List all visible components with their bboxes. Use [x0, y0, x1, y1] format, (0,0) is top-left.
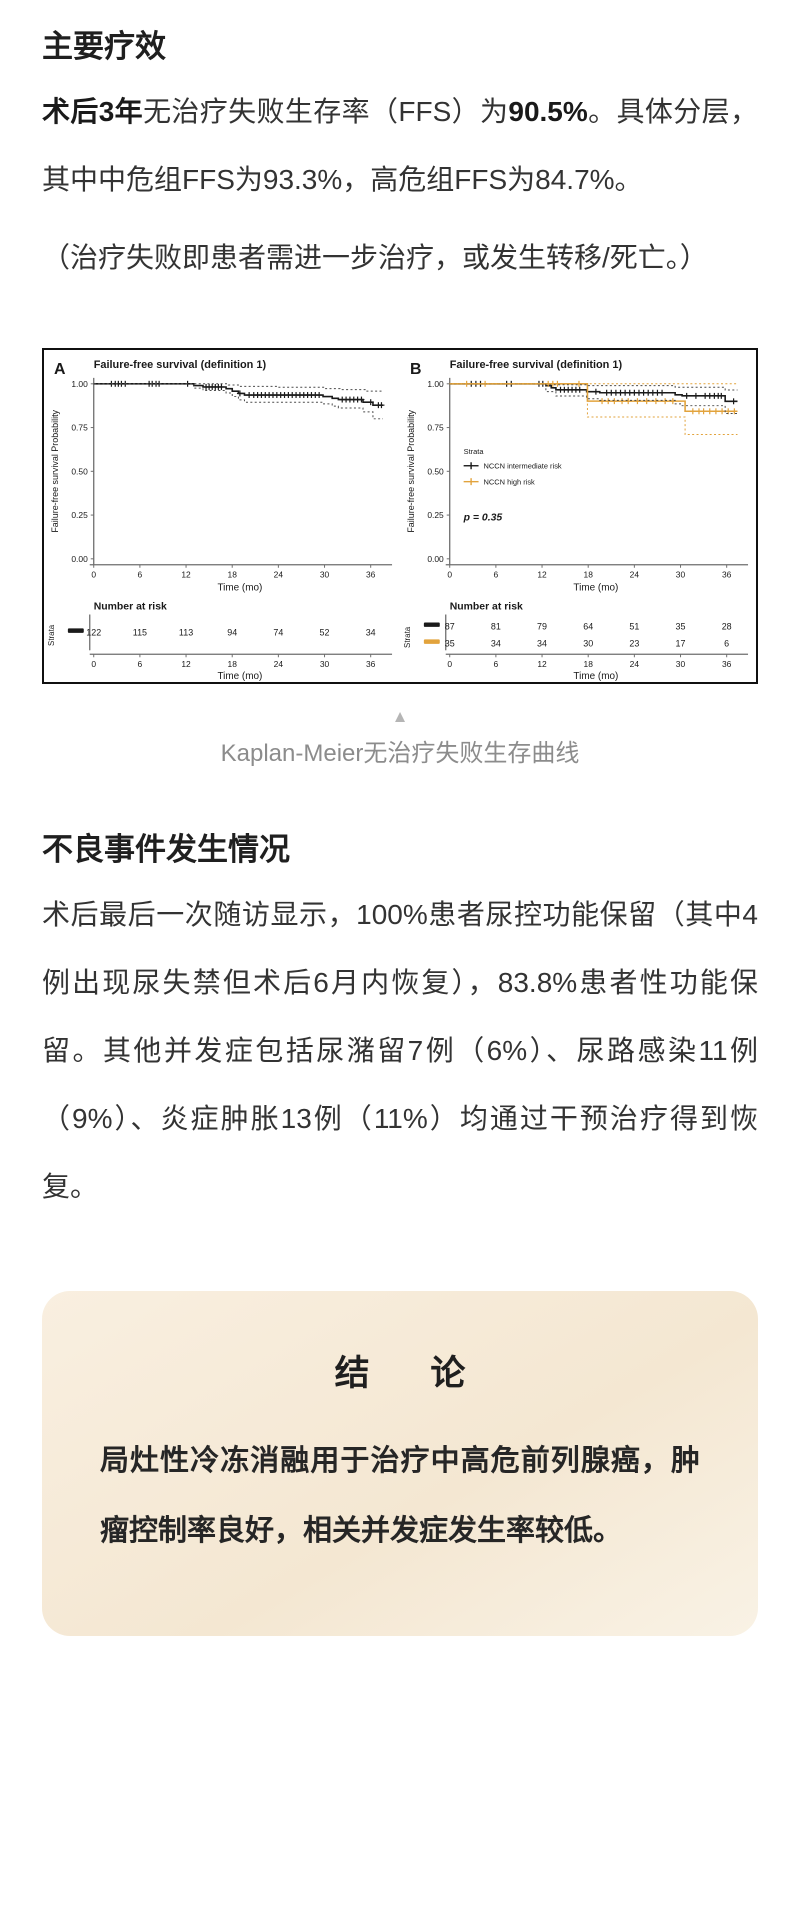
svg-text:6: 6: [494, 659, 499, 669]
svg-text:87: 87: [445, 621, 455, 631]
section-heading-efficacy: 主要疗效: [42, 29, 166, 64]
svg-text:Time (mo): Time (mo): [217, 671, 262, 682]
svg-text:34: 34: [491, 638, 501, 648]
svg-text:0.50: 0.50: [71, 466, 88, 476]
svg-text:NCCN high risk: NCCN high risk: [484, 477, 536, 486]
svg-text:24: 24: [274, 659, 284, 669]
conclusion-card: 结 论 局灶性冷冻消融用于治疗中高危前列腺癌，肿瘤控制率良好，相关并发症发生率较…: [42, 1290, 758, 1636]
svg-text:81: 81: [491, 621, 501, 631]
svg-text:Time (mo): Time (mo): [217, 582, 262, 593]
svg-text:34: 34: [366, 627, 376, 637]
svg-text:18: 18: [228, 570, 238, 580]
svg-text:18: 18: [584, 570, 594, 580]
svg-text:115: 115: [133, 627, 147, 637]
svg-text:6: 6: [138, 659, 143, 669]
svg-text:36: 36: [366, 570, 376, 580]
svg-text:94: 94: [227, 627, 237, 637]
svg-text:36: 36: [722, 659, 732, 669]
svg-text:Number at risk: Number at risk: [450, 601, 523, 612]
svg-text:113: 113: [179, 627, 193, 637]
svg-text:34: 34: [537, 638, 547, 648]
svg-text:6: 6: [724, 638, 729, 648]
svg-text:Strata: Strata: [403, 626, 412, 648]
svg-text:24: 24: [630, 570, 640, 580]
article-content: 主要疗效 术后3年无治疗失败生存率（FFS）为90.5%。具体分层，其中中危组F…: [42, 29, 758, 1636]
svg-text:35: 35: [676, 621, 686, 631]
svg-text:12: 12: [181, 570, 191, 580]
svg-text:30: 30: [320, 659, 330, 669]
svg-text:1.00: 1.00: [71, 379, 88, 389]
svg-text:0.50: 0.50: [427, 466, 444, 476]
svg-text:0.75: 0.75: [71, 422, 88, 432]
svg-text:30: 30: [583, 638, 593, 648]
svg-text:6: 6: [494, 570, 499, 580]
svg-text:0.25: 0.25: [427, 510, 444, 520]
svg-text:35: 35: [445, 638, 455, 648]
svg-text:36: 36: [366, 659, 376, 669]
efficacy-bold-ffs-rate: 90.5%: [508, 95, 588, 127]
adverse-paragraph: 术后最后一次随访显示，100%患者尿控功能保留（其中4例出现尿失禁但术后6月内恢…: [42, 898, 758, 1202]
km-figure-svg: A Failure-free survival (definition 1) Fai…: [47, 359, 749, 682]
svg-text:74: 74: [273, 627, 283, 637]
svg-text:79: 79: [537, 621, 547, 631]
svg-text:23: 23: [629, 638, 639, 648]
svg-text:122: 122: [86, 627, 101, 637]
svg-text:28: 28: [722, 621, 732, 631]
svg-text:18: 18: [584, 659, 594, 669]
svg-text:Failure-free survival Probabil: Failure-free survival Probability: [50, 409, 60, 532]
svg-text:24: 24: [274, 570, 284, 580]
conclusion-title: 结 论: [334, 1353, 492, 1393]
svg-text:12: 12: [537, 570, 547, 580]
svg-text:Time (mo): Time (mo): [573, 582, 618, 593]
svg-text:Failure-free survival Probabil: Failure-free survival Probability: [406, 409, 416, 532]
svg-text:A: A: [54, 361, 66, 378]
svg-text:0.00: 0.00: [427, 554, 444, 564]
figure-caption-block: ▲ Kaplan-Meier无治疗失败生存曲线: [42, 708, 758, 769]
section-heading-adverse: 不良事件发生情况: [42, 831, 290, 867]
svg-text:30: 30: [320, 570, 330, 580]
caption-expand-icon: ▲: [391, 706, 409, 726]
svg-text:p = 0.35: p = 0.35: [463, 512, 503, 523]
figure-caption: Kaplan-Meier无治疗失败生存曲线: [220, 739, 580, 767]
svg-text:6: 6: [138, 570, 143, 580]
svg-text:12: 12: [537, 659, 547, 669]
svg-text:30: 30: [676, 570, 686, 580]
svg-text:18: 18: [228, 659, 238, 669]
svg-text:36: 36: [722, 570, 732, 580]
svg-text:0: 0: [91, 659, 96, 669]
efficacy-text-1: 无治疗失败生存率（FFS）为: [143, 95, 509, 127]
svg-text:0: 0: [447, 659, 452, 669]
efficacy-bold-followup: 术后3年: [42, 95, 144, 127]
svg-text:Strata: Strata: [464, 447, 485, 456]
svg-text:Number at risk: Number at risk: [94, 601, 167, 612]
svg-text:Failure-free survival (definit: Failure-free survival (definition 1): [450, 359, 623, 371]
svg-text:52: 52: [320, 627, 330, 637]
efficacy-paragraph-1: 术后3年无治疗失败生存率（FFS）为90.5%。具体分层，其中中危组FFS为93…: [42, 78, 758, 214]
conclusion-body: 局灶性冷冻消融用于治疗中高危前列腺癌，肿瘤控制率良好，相关并发症发生率较低。: [100, 1444, 700, 1547]
svg-text:Strata: Strata: [47, 624, 56, 646]
svg-text:0.25: 0.25: [71, 510, 88, 520]
svg-text:B: B: [410, 361, 422, 378]
svg-text:0.00: 0.00: [71, 554, 88, 564]
svg-text:0.75: 0.75: [427, 422, 444, 432]
svg-text:30: 30: [676, 659, 686, 669]
svg-text:0: 0: [447, 570, 452, 580]
svg-text:0: 0: [91, 570, 96, 580]
svg-text:NCCN intermediate risk: NCCN intermediate risk: [484, 462, 562, 471]
svg-text:Time (mo): Time (mo): [573, 671, 618, 682]
km-figure[interactable]: A Failure-free survival (definition 1) Fai…: [42, 347, 758, 684]
svg-text:12: 12: [181, 659, 191, 669]
svg-text:51: 51: [629, 621, 639, 631]
efficacy-paragraph-2: （治疗失败即患者需进一步治疗，或发生转移/死亡。）: [42, 241, 708, 273]
svg-text:64: 64: [583, 621, 593, 631]
svg-text:24: 24: [630, 659, 640, 669]
svg-text:1.00: 1.00: [427, 379, 444, 389]
svg-text:17: 17: [676, 638, 686, 648]
efficacy-text-2: 。具体分层，其中中危组FFS为93.3%，高危组FFS为84.7%。: [42, 95, 758, 195]
svg-text:Failure-free survival (definit: Failure-free survival (definition 1): [94, 359, 267, 371]
